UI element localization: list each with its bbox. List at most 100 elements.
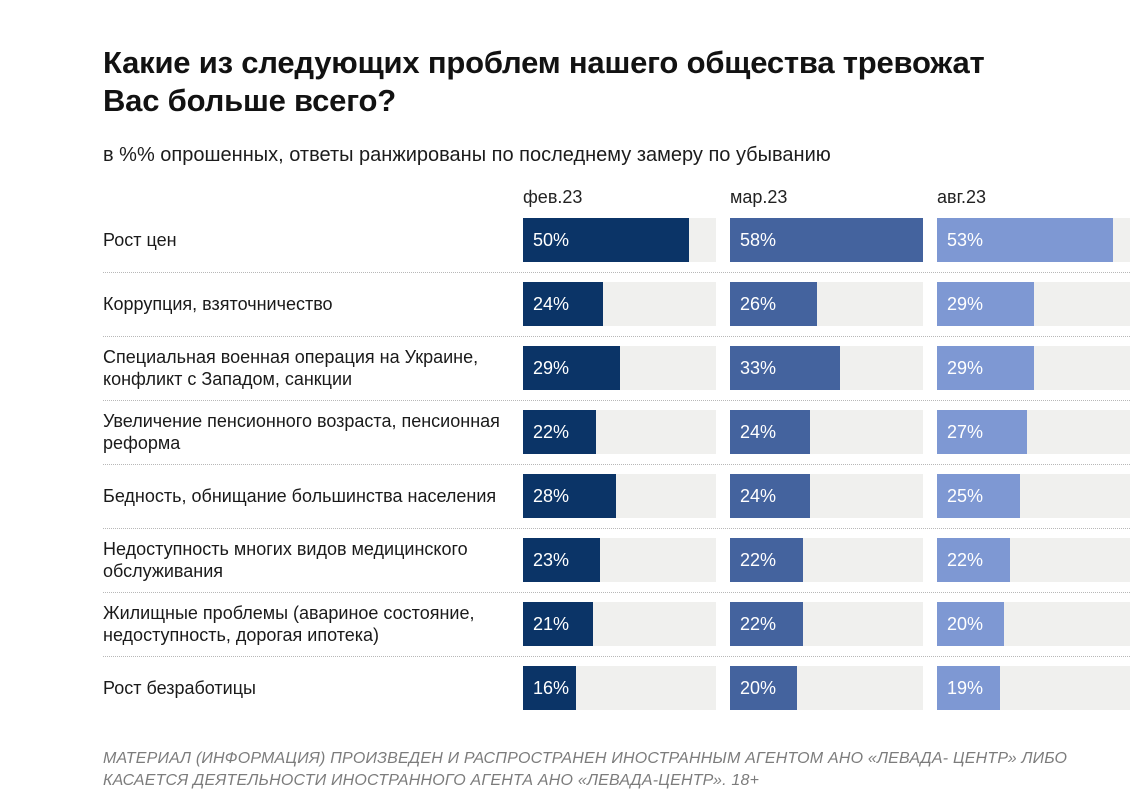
bar-value-label: 24%	[740, 485, 777, 506]
bar-fill: 26%	[730, 282, 817, 326]
bar-track: 22%	[730, 602, 923, 646]
page-title: Какие из следующих проблем нашего общест…	[103, 44, 1130, 120]
bar-track: 24%	[730, 410, 923, 454]
bar-value-label: 53%	[947, 229, 984, 250]
bar-value-label: 20%	[947, 613, 984, 634]
bar-fill: 33%	[730, 346, 840, 390]
bar-value-label: 22%	[740, 549, 777, 570]
bar-track: 20%	[937, 602, 1130, 646]
category-label: Рост безработицы	[103, 678, 256, 698]
chart-row: Рост цен 50% 58% 53%	[103, 209, 1130, 273]
bar-track: 28%	[523, 474, 716, 518]
bar-value-label: 19%	[947, 677, 984, 698]
bar-track: 16%	[523, 666, 716, 710]
bar-track: 58%	[730, 218, 923, 262]
bar-value-label: 28%	[533, 485, 570, 506]
bar-value-label: 20%	[740, 677, 777, 698]
bar-fill: 21%	[523, 602, 593, 646]
chart-row: Специальная военная операция на Украине,…	[103, 337, 1130, 401]
category-label: Недоступность многих видов медицинского …	[103, 539, 468, 581]
bar-fill: 22%	[730, 602, 804, 646]
chart-subtitle: в %% опрошенных, ответы ранжированы по п…	[103, 144, 831, 166]
series-header-row: фев.23 мар.23 авг.23	[103, 187, 1130, 209]
chart-row: Коррупция, взяточничество 24% 26% 29%	[103, 273, 1130, 337]
bar-track: 29%	[937, 282, 1130, 326]
chart-row: Рост безработицы 16% 20% 19%	[103, 657, 1130, 720]
page-title-line-1: Какие из следующих проблем нашего общест…	[103, 45, 985, 80]
bar-track: 33%	[730, 346, 923, 390]
bar-fill: 25%	[937, 474, 1021, 518]
bar-fill: 29%	[523, 346, 620, 390]
bar-value-label: 50%	[533, 229, 570, 250]
foreign-agent-disclaimer-line-2: ЦЕНТР» ЛИБО КАСАЕТСЯ ДЕЯТЕЛЬНОСТИ ИНОСТР…	[103, 750, 1068, 789]
bar-fill: 22%	[730, 538, 804, 582]
bar-value-label: 29%	[533, 357, 570, 378]
bar-track: 25%	[937, 474, 1130, 518]
bar-fill: 28%	[523, 474, 617, 518]
bar-fill: 29%	[937, 282, 1034, 326]
bar-track: 53%	[937, 218, 1130, 262]
bar-fill: 20%	[937, 602, 1004, 646]
chart-row: Бедность, обнищание большинства населени…	[103, 465, 1130, 529]
bar-value-label: 22%	[740, 613, 777, 634]
foreign-agent-disclaimer-line-1: МАТЕРИАЛ (ИНФОРМАЦИЯ) ПРОИЗВЕДЕН И РАСПР…	[103, 750, 949, 767]
category-label: Специальная военная операция на Украине,…	[103, 347, 479, 389]
bar-fill: 23%	[523, 538, 600, 582]
bar-fill: 22%	[523, 410, 597, 454]
bar-value-label: 58%	[740, 229, 777, 250]
bar-value-label: 27%	[947, 421, 984, 442]
series-header-spacer	[103, 187, 523, 209]
bar-track: 19%	[937, 666, 1130, 710]
series-header-mar23: мар.23	[730, 187, 788, 207]
bar-fill: 27%	[937, 410, 1027, 454]
category-label: Коррупция, взяточничество	[103, 294, 333, 314]
bar-track: 20%	[730, 666, 923, 710]
bar-track: 29%	[523, 346, 716, 390]
chart-row: Увеличение пенсионного возраста, пенсион…	[103, 401, 1130, 465]
bar-track: 24%	[523, 282, 716, 326]
bar-fill: 53%	[937, 218, 1114, 262]
bar-fill: 22%	[937, 538, 1011, 582]
bar-value-label: 29%	[947, 357, 984, 378]
bar-value-label: 22%	[533, 421, 570, 442]
bar-track: 50%	[523, 218, 716, 262]
bar-value-label: 25%	[947, 485, 984, 506]
foreign-agent-disclaimer: МАТЕРИАЛ (ИНФОРМАЦИЯ) ПРОИЗВЕДЕН И РАСПР…	[103, 748, 1093, 792]
series-header-aug23: авг.23	[937, 187, 986, 207]
category-label: Рост цен	[103, 230, 177, 250]
bar-value-label: 24%	[533, 293, 570, 314]
bar-fill: 20%	[730, 666, 797, 710]
bar-value-label: 23%	[533, 549, 570, 570]
category-label: Жилищные проблемы (авариное состояние, н…	[103, 603, 475, 645]
bar-track: 22%	[730, 538, 923, 582]
page-title-line-2: Вас больше всего?	[103, 83, 396, 118]
bar-value-label: 29%	[947, 293, 984, 314]
bar-fill: 29%	[937, 346, 1034, 390]
bar-value-label: 26%	[740, 293, 777, 314]
bar-value-label: 21%	[533, 613, 570, 634]
bar-fill: 24%	[730, 474, 810, 518]
bar-track: 27%	[937, 410, 1130, 454]
bar-track: 23%	[523, 538, 716, 582]
bar-value-label: 22%	[947, 549, 984, 570]
bar-fill: 50%	[523, 218, 690, 262]
bar-track: 22%	[523, 410, 716, 454]
bar-fill: 24%	[523, 282, 603, 326]
bar-value-label: 16%	[533, 677, 570, 698]
chart-rows: Рост цен 50% 58% 53% Коррупция, взяточничест…	[103, 209, 1130, 720]
category-label: Увеличение пенсионного возраста, пенсион…	[103, 411, 500, 453]
bar-track: 29%	[937, 346, 1130, 390]
chart-row: Недоступность многих видов медицинского …	[103, 529, 1130, 593]
bar-track: 22%	[937, 538, 1130, 582]
chart-row: Жилищные проблемы (авариное состояние, н…	[103, 593, 1130, 657]
bar-value-label: 33%	[740, 357, 777, 378]
bar-fill: 19%	[937, 666, 1001, 710]
bar-fill: 24%	[730, 410, 810, 454]
bar-fill: 58%	[730, 218, 923, 262]
bar-fill: 16%	[523, 666, 577, 710]
bar-value-label: 24%	[740, 421, 777, 442]
series-header-feb23: фев.23	[523, 187, 583, 207]
bar-track: 24%	[730, 474, 923, 518]
bar-track: 26%	[730, 282, 923, 326]
